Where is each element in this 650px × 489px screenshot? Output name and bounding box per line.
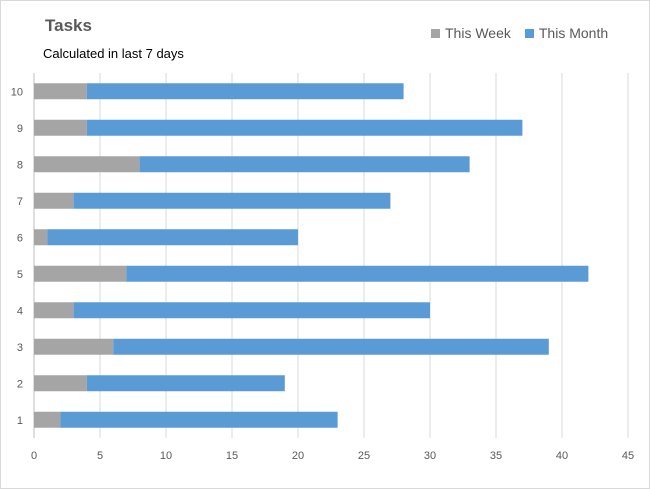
bar-this-month-1 bbox=[60, 411, 338, 428]
y-tick-label: 6 bbox=[17, 232, 23, 244]
x-tick-label: 5 bbox=[97, 450, 103, 462]
bar-this-month-7 bbox=[73, 192, 391, 209]
x-tick-label: 35 bbox=[490, 450, 502, 462]
y-tick-label: 10 bbox=[11, 86, 23, 98]
y-tick-label: 4 bbox=[17, 305, 23, 317]
legend: This Week This Month bbox=[431, 25, 608, 41]
y-tick-label: 9 bbox=[17, 123, 23, 135]
bar-this-month-8 bbox=[139, 156, 470, 173]
bar-this-week-10 bbox=[34, 83, 87, 100]
bar-this-month-5 bbox=[126, 265, 589, 282]
y-tick-label: 8 bbox=[17, 159, 23, 171]
bar-this-week-9 bbox=[34, 119, 87, 136]
legend-label-this-week: This Week bbox=[445, 25, 511, 41]
bar-this-week-7 bbox=[34, 192, 74, 209]
bar-this-month-2 bbox=[86, 375, 285, 392]
y-tick-label: 3 bbox=[17, 342, 23, 354]
y-tick-label: 7 bbox=[17, 196, 23, 208]
bar-this-week-1 bbox=[34, 411, 61, 428]
legend-item-this-week: This Week bbox=[431, 25, 511, 41]
chart-title: Tasks bbox=[45, 16, 92, 35]
x-tick-label: 15 bbox=[226, 450, 238, 462]
bar-this-week-6 bbox=[34, 229, 48, 246]
x-tick-label: 0 bbox=[31, 450, 37, 462]
bar-this-week-5 bbox=[34, 265, 127, 282]
bar-this-month-10 bbox=[86, 83, 404, 100]
bar-this-month-4 bbox=[73, 302, 430, 319]
chart-subtitle: Calculated in last 7 days bbox=[43, 46, 184, 61]
legend-label-this-month: This Month bbox=[538, 25, 609, 41]
y-tick-label: 5 bbox=[17, 269, 23, 281]
legend-swatch-this-week bbox=[431, 28, 440, 38]
x-tick-label: 45 bbox=[622, 450, 634, 462]
bar-this-month-6 bbox=[47, 229, 299, 246]
x-tick-label: 40 bbox=[556, 450, 568, 462]
bar-this-week-2 bbox=[34, 375, 87, 392]
legend-item-this-month: This Month bbox=[524, 25, 609, 41]
bar-this-week-4 bbox=[34, 302, 74, 319]
x-tick-label: 10 bbox=[160, 450, 172, 462]
y-tick-label: 1 bbox=[17, 415, 23, 427]
x-tick-label: 30 bbox=[424, 450, 436, 462]
x-tick-label: 25 bbox=[358, 450, 370, 462]
bar-this-week-3 bbox=[34, 338, 114, 355]
bar-this-week-8 bbox=[34, 156, 140, 173]
bar-this-month-9 bbox=[86, 119, 523, 136]
x-tick-label: 20 bbox=[292, 450, 304, 462]
legend-swatch-this-month bbox=[524, 28, 534, 38]
y-tick-label: 2 bbox=[17, 378, 23, 390]
bar-this-month-3 bbox=[113, 338, 549, 355]
